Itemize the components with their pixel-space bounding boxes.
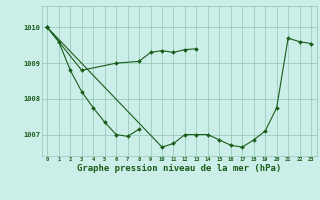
X-axis label: Graphe pression niveau de la mer (hPa): Graphe pression niveau de la mer (hPa) [77, 164, 281, 173]
